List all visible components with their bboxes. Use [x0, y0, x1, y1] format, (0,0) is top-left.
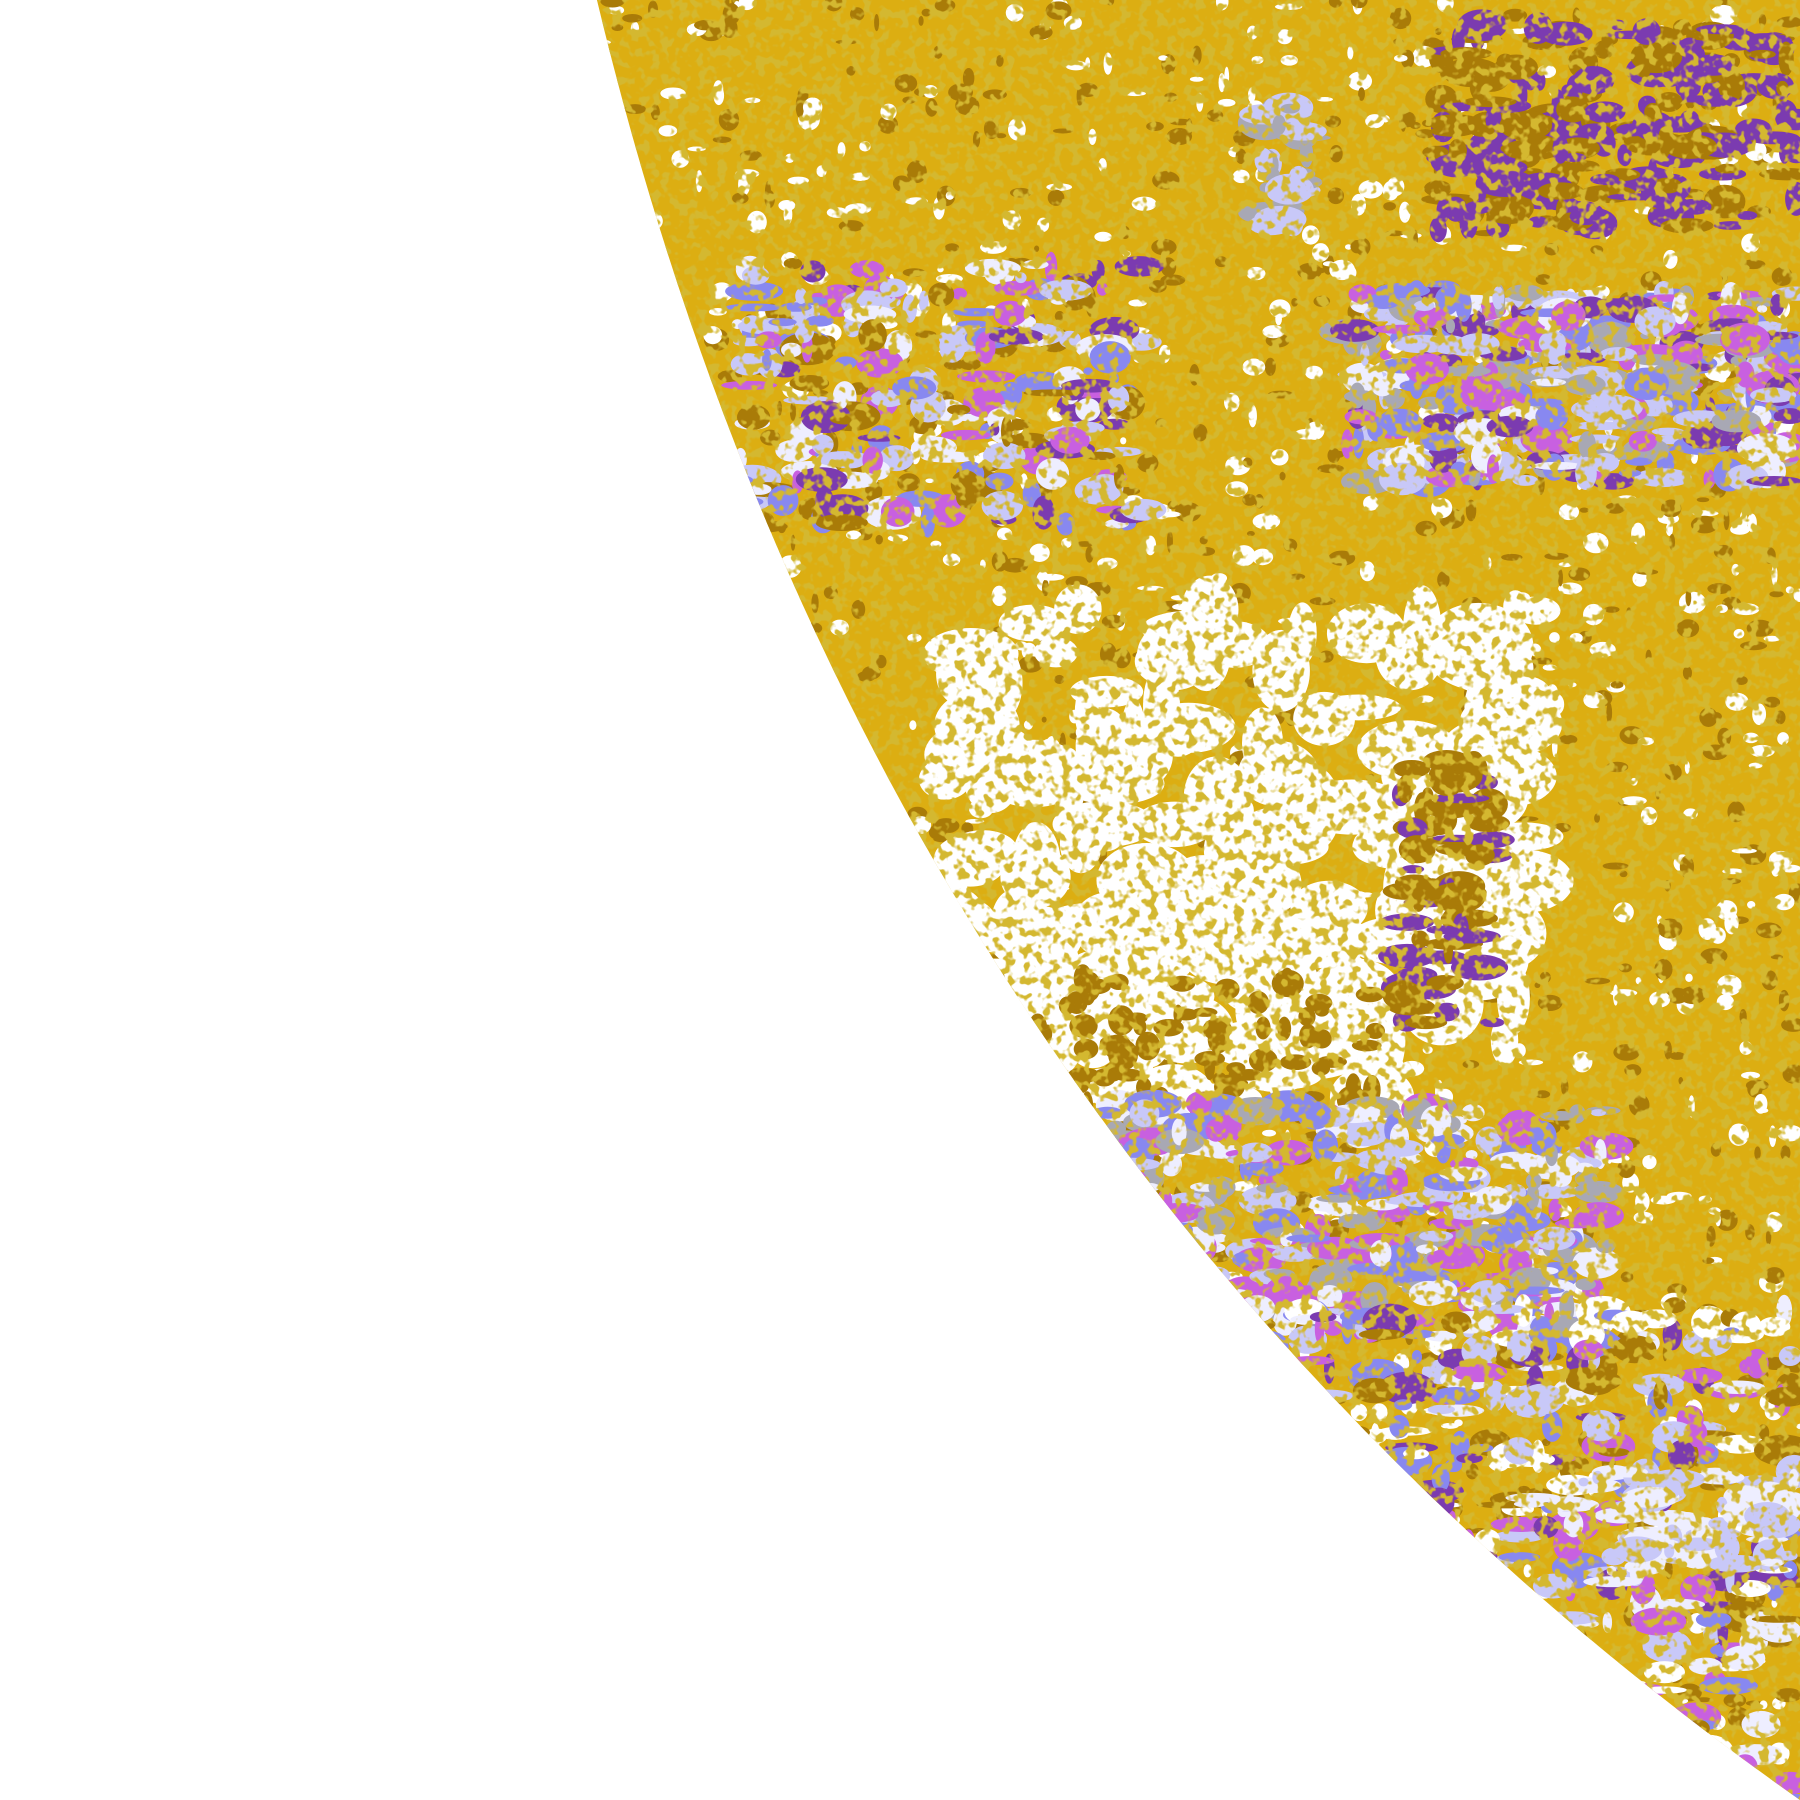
satellite-map: [596, 0, 1800, 1800]
